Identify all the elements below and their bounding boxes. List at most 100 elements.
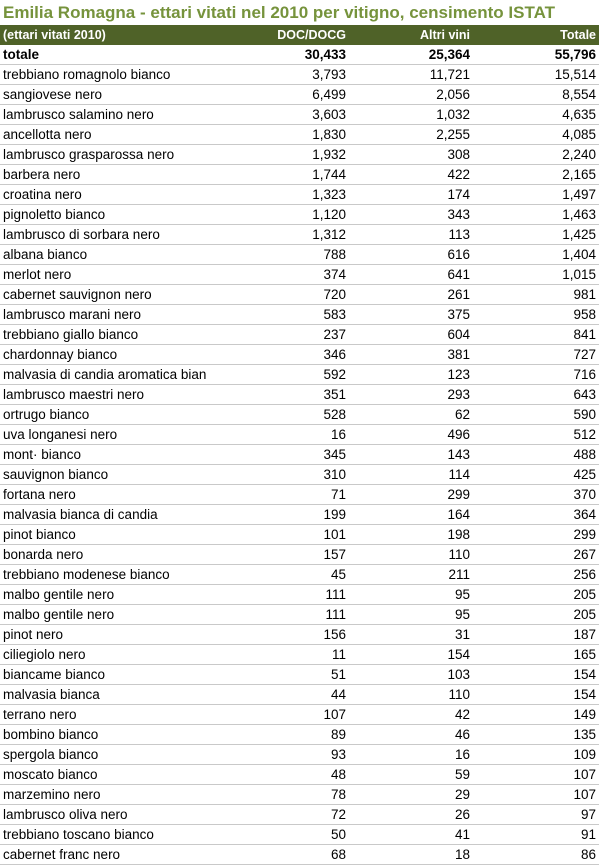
doc-cell: 199 — [226, 504, 349, 525]
variety-cell: malbo gentile nero — [0, 584, 226, 605]
variety-cell: lambrusco marani nero — [0, 304, 226, 325]
altri-cell: 59 — [349, 764, 473, 785]
totale-cell: 1,463 — [473, 204, 599, 225]
doc-cell: 101 — [226, 524, 349, 545]
totale-cell: 1,497 — [473, 184, 599, 205]
header-totale: Totale — [473, 25, 599, 45]
altri-cell: 164 — [349, 504, 473, 525]
altri-cell: 604 — [349, 324, 473, 345]
doc-cell: 93 — [226, 744, 349, 765]
variety-cell: mont· bianco — [0, 444, 226, 465]
table-row: ortrugo bianco 528 62 590 — [0, 404, 599, 425]
doc-cell: 788 — [226, 244, 349, 265]
totale-cell: 15,514 — [473, 64, 599, 85]
doc-cell: 1,120 — [226, 204, 349, 225]
doc-cell: 71 — [226, 484, 349, 505]
totale-cell: 187 — [473, 624, 599, 645]
totale-cell: 590 — [473, 404, 599, 425]
totale-cell: 958 — [473, 304, 599, 325]
doc-cell: 3,603 — [226, 104, 349, 125]
total-altri: 25,364 — [349, 44, 473, 65]
doc-cell: 237 — [226, 324, 349, 345]
table-row: pignoletto bianco 1,120 343 1,463 — [0, 204, 599, 225]
table-row: malvasia di candia aromatica bian 592 123 7… — [0, 364, 599, 385]
table-row: trebbiano romagnolo bianco 3,793 11,721 15,… — [0, 64, 599, 85]
table-row: lambrusco salamino nero 3,603 1,032 4,635 — [0, 104, 599, 125]
variety-cell: biancame bianco — [0, 664, 226, 685]
totale-cell: 425 — [473, 464, 599, 485]
variety-cell: lambrusco salamino nero — [0, 104, 226, 125]
doc-cell: 346 — [226, 344, 349, 365]
altri-cell: 641 — [349, 264, 473, 285]
doc-cell: 111 — [226, 584, 349, 605]
altri-cell: 123 — [349, 364, 473, 385]
doc-cell: 310 — [226, 464, 349, 485]
variety-cell: barbera nero — [0, 164, 226, 185]
altri-cell: 1,032 — [349, 104, 473, 125]
doc-cell: 72 — [226, 804, 349, 825]
variety-cell: lambrusco di sorbara nero — [0, 224, 226, 245]
variety-cell: fortana nero — [0, 484, 226, 505]
variety-cell: croatina nero — [0, 184, 226, 205]
doc-cell: 45 — [226, 564, 349, 585]
table-row: cabernet franc nero 68 18 86 — [0, 844, 599, 865]
table-row: uva longanesi nero 16 496 512 — [0, 424, 599, 445]
sheet-title: Emilia Romagna - ettari vitati nel 2010 … — [3, 3, 556, 22]
doc-cell: 156 — [226, 624, 349, 645]
table-row: spergola bianco 93 16 109 — [0, 744, 599, 765]
altri-cell: 293 — [349, 384, 473, 405]
altri-cell: 31 — [349, 624, 473, 645]
totale-cell: 205 — [473, 604, 599, 625]
totale-cell: 165 — [473, 644, 599, 665]
doc-cell: 345 — [226, 444, 349, 465]
altri-cell: 62 — [349, 404, 473, 425]
variety-cell: pignoletto bianco — [0, 204, 226, 225]
table-row: marzemino nero 78 29 107 — [0, 784, 599, 805]
altri-cell: 46 — [349, 724, 473, 745]
altri-cell: 29 — [349, 784, 473, 805]
altri-cell: 41 — [349, 824, 473, 845]
altri-cell: 308 — [349, 144, 473, 165]
doc-cell: 1,830 — [226, 124, 349, 145]
variety-cell: lambrusco grasparossa nero — [0, 144, 226, 165]
header-altri: Altri vini — [349, 25, 473, 45]
totale-cell: 299 — [473, 524, 599, 545]
variety-cell: merlot nero — [0, 264, 226, 285]
altri-cell: 261 — [349, 284, 473, 305]
variety-cell: ortrugo bianco — [0, 404, 226, 425]
table-row: lambrusco di sorbara nero 1,312 113 1,425 — [0, 224, 599, 245]
altri-cell: 114 — [349, 464, 473, 485]
altri-cell: 496 — [349, 424, 473, 445]
table-row: mont· bianco 345 143 488 — [0, 444, 599, 465]
altri-cell: 18 — [349, 844, 473, 865]
altri-cell: 26 — [349, 804, 473, 825]
altri-cell: 422 — [349, 164, 473, 185]
doc-cell: 583 — [226, 304, 349, 325]
vineyard-table: (ettari vitati 2010) DOC/DOCG Altri vini… — [0, 25, 599, 865]
totale-cell: 86 — [473, 844, 599, 865]
altri-cell: 113 — [349, 224, 473, 245]
table-row: pinot bianco 101 198 299 — [0, 524, 599, 545]
variety-cell: lambrusco maestri nero — [0, 384, 226, 405]
doc-cell: 1,312 — [226, 224, 349, 245]
variety-cell: spergola bianco — [0, 744, 226, 765]
variety-cell: trebbiano modenese bianco — [0, 564, 226, 585]
altri-cell: 211 — [349, 564, 473, 585]
total-doc: 30,433 — [226, 44, 349, 65]
altri-cell: 11,721 — [349, 64, 473, 85]
totale-cell: 643 — [473, 384, 599, 405]
altri-cell: 375 — [349, 304, 473, 325]
table-row: lambrusco grasparossa nero 1,932 308 2,240 — [0, 144, 599, 165]
table-row: chardonnay bianco 346 381 727 — [0, 344, 599, 365]
header-row: (ettari vitati 2010) DOC/DOCG Altri vini… — [0, 25, 599, 45]
totale-cell: 364 — [473, 504, 599, 525]
table-row: lambrusco oliva nero 72 26 97 — [0, 804, 599, 825]
variety-cell: cabernet sauvignon nero — [0, 284, 226, 305]
doc-cell: 528 — [226, 404, 349, 425]
variety-cell: malvasia bianca di candia — [0, 504, 226, 525]
altri-cell: 2,056 — [349, 84, 473, 105]
totale-cell: 205 — [473, 584, 599, 605]
table-row: barbera nero 1,744 422 2,165 — [0, 164, 599, 185]
doc-cell: 374 — [226, 264, 349, 285]
table-row: lambrusco marani nero 583 375 958 — [0, 304, 599, 325]
